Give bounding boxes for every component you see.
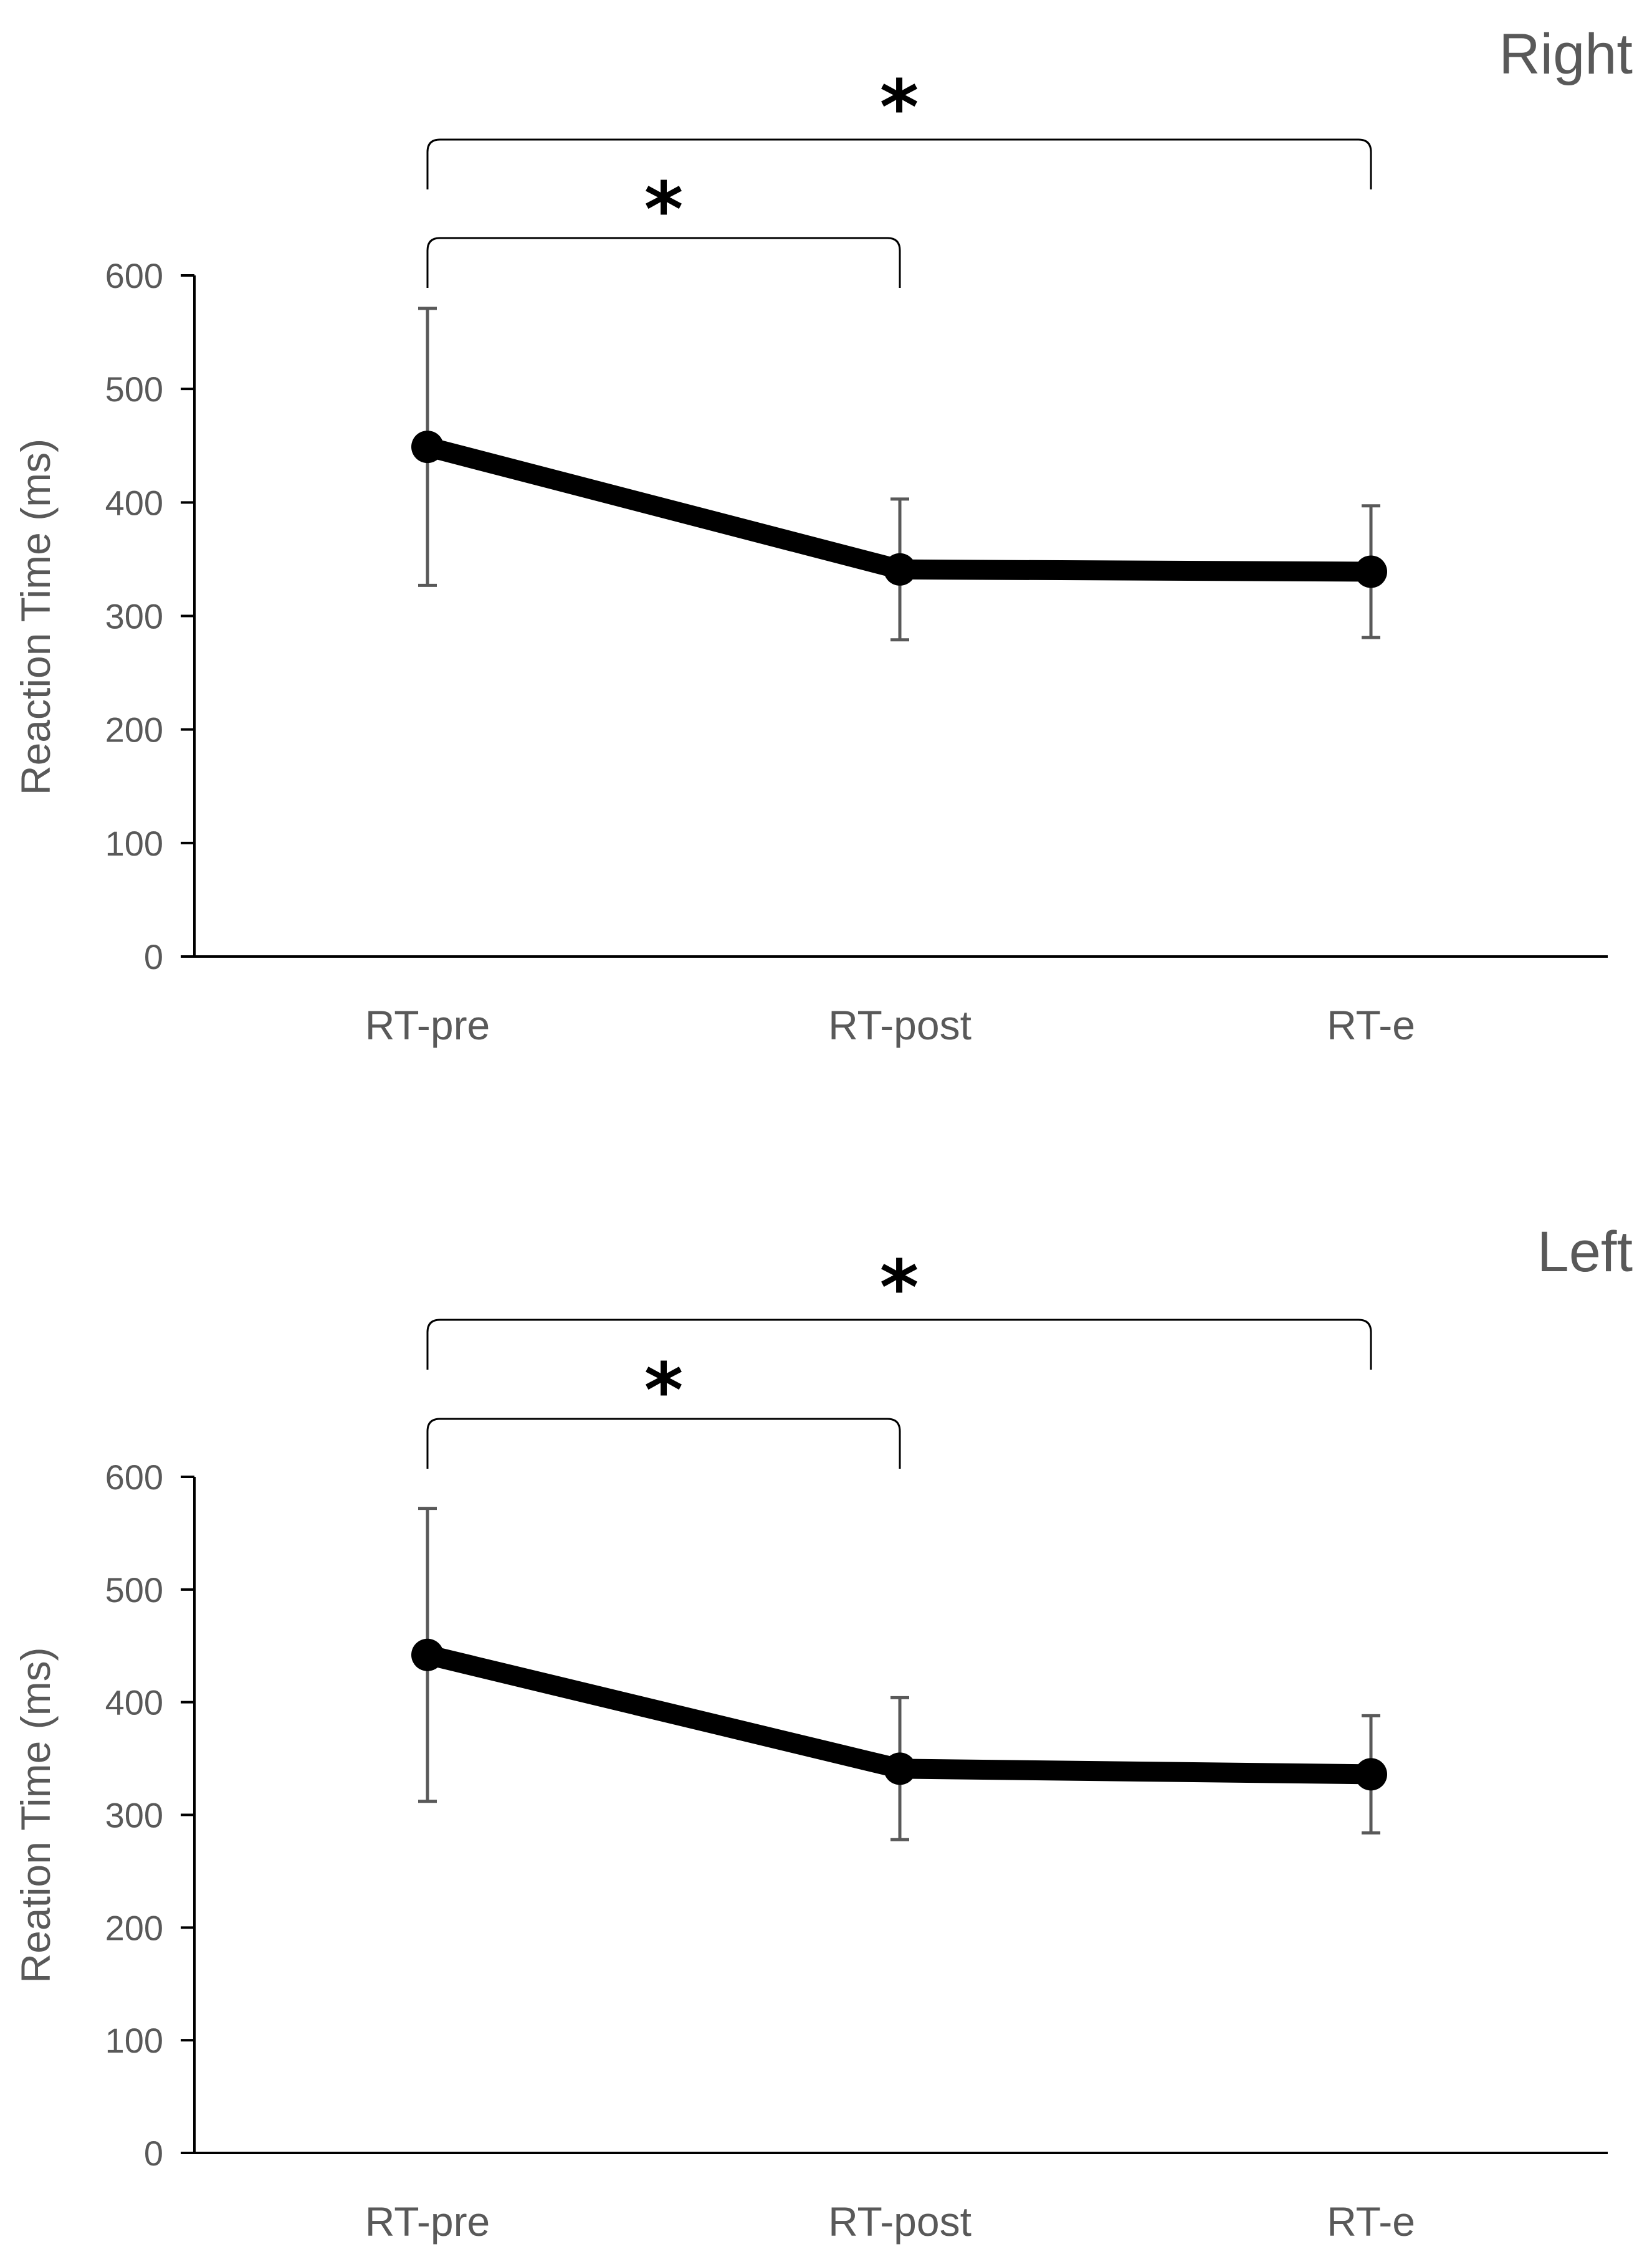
y-tick-label: 500 xyxy=(105,370,163,409)
x-tick-label: RT-e xyxy=(1327,2198,1415,2245)
y-tick-label: 200 xyxy=(105,1908,163,1947)
significance-bracket xyxy=(426,1418,901,1469)
y-tick-label: 400 xyxy=(105,483,163,522)
significance-bracket xyxy=(426,237,901,288)
data-point xyxy=(1355,555,1387,588)
data-point xyxy=(884,553,916,586)
data-point xyxy=(411,1638,444,1671)
y-tick-label: 100 xyxy=(105,2021,163,2060)
y-tick-label: 0 xyxy=(144,2134,163,2173)
y-tick-label: 600 xyxy=(105,1458,163,1497)
x-tick-label: RT-pre xyxy=(365,1002,490,1048)
data-point xyxy=(1355,1758,1387,1791)
y-tick-label: 200 xyxy=(105,710,163,750)
significance-star: * xyxy=(644,1348,684,1434)
y-tick-label: 500 xyxy=(105,1570,163,1610)
y-tick-label: 100 xyxy=(105,824,163,863)
y-tick-label: 300 xyxy=(105,1796,163,1835)
y-tick-label: 400 xyxy=(105,1683,163,1722)
data-point xyxy=(411,431,444,464)
y-tick-label: 0 xyxy=(144,937,163,976)
data-point xyxy=(884,1752,916,1785)
y-tick-label: 300 xyxy=(105,597,163,636)
significance-star: * xyxy=(644,167,684,254)
x-tick-label: RT-pre xyxy=(365,2198,490,2245)
significance-star: * xyxy=(880,65,919,151)
panel-title: Right xyxy=(1499,22,1633,86)
y-axis-title: Reation Time (ms) xyxy=(12,1647,59,1983)
x-tick-label: RT-post xyxy=(828,1002,972,1048)
y-axis-title: Reaction Time (ms) xyxy=(12,439,59,795)
significance-bracket xyxy=(426,1319,1372,1370)
x-tick-label: RT-post xyxy=(828,2198,972,2245)
x-tick-label: RT-e xyxy=(1327,1002,1415,1048)
significance-star: * xyxy=(880,1245,919,1332)
significance-bracket xyxy=(426,138,1372,189)
y-tick-label: 600 xyxy=(105,256,163,295)
panel-title: Left xyxy=(1537,1220,1633,1284)
